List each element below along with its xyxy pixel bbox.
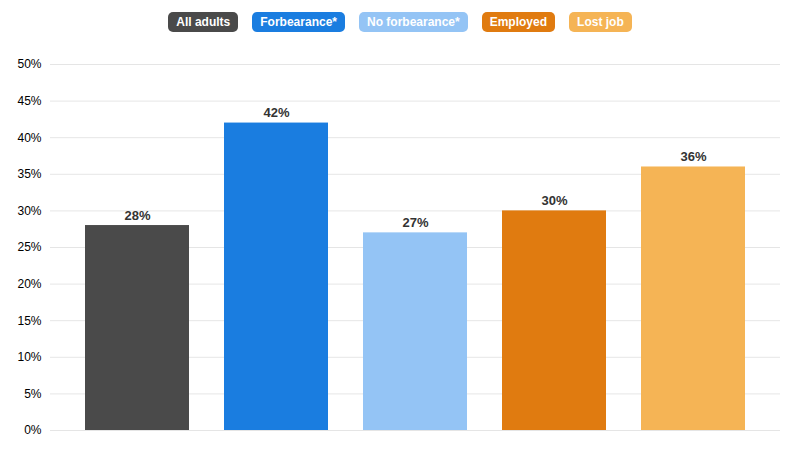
html-text:No forbearance*: No forbearance*: [367, 15, 460, 29]
svg-text:20%: 20%: [17, 277, 41, 291]
svg-text:50%: 50%: [17, 57, 41, 71]
svg-text:0%: 0%: [24, 423, 42, 437]
svg-text:36%: 36%: [680, 149, 706, 164]
svg-text:45%: 45%: [17, 94, 41, 108]
html-text:Employed: Employed: [489, 15, 547, 29]
svg-text:5%: 5%: [24, 387, 42, 401]
html-text:Forbearance*: Forbearance*: [260, 15, 337, 29]
svg-text:42%: 42%: [263, 105, 289, 120]
svg-text:27%: 27%: [402, 215, 428, 230]
html-text:All adults: All adults: [176, 15, 231, 29]
svg-text:30%: 30%: [17, 204, 41, 218]
svg-text:15%: 15%: [17, 314, 41, 328]
svg-text:25%: 25%: [17, 240, 41, 254]
html-text:Lost job: Lost job: [577, 15, 624, 29]
svg-text:28%: 28%: [124, 208, 150, 223]
svg-text:40%: 40%: [17, 131, 41, 145]
svg-text:35%: 35%: [17, 167, 41, 181]
svg-text:10%: 10%: [17, 350, 41, 364]
svg-text:30%: 30%: [541, 193, 567, 208]
